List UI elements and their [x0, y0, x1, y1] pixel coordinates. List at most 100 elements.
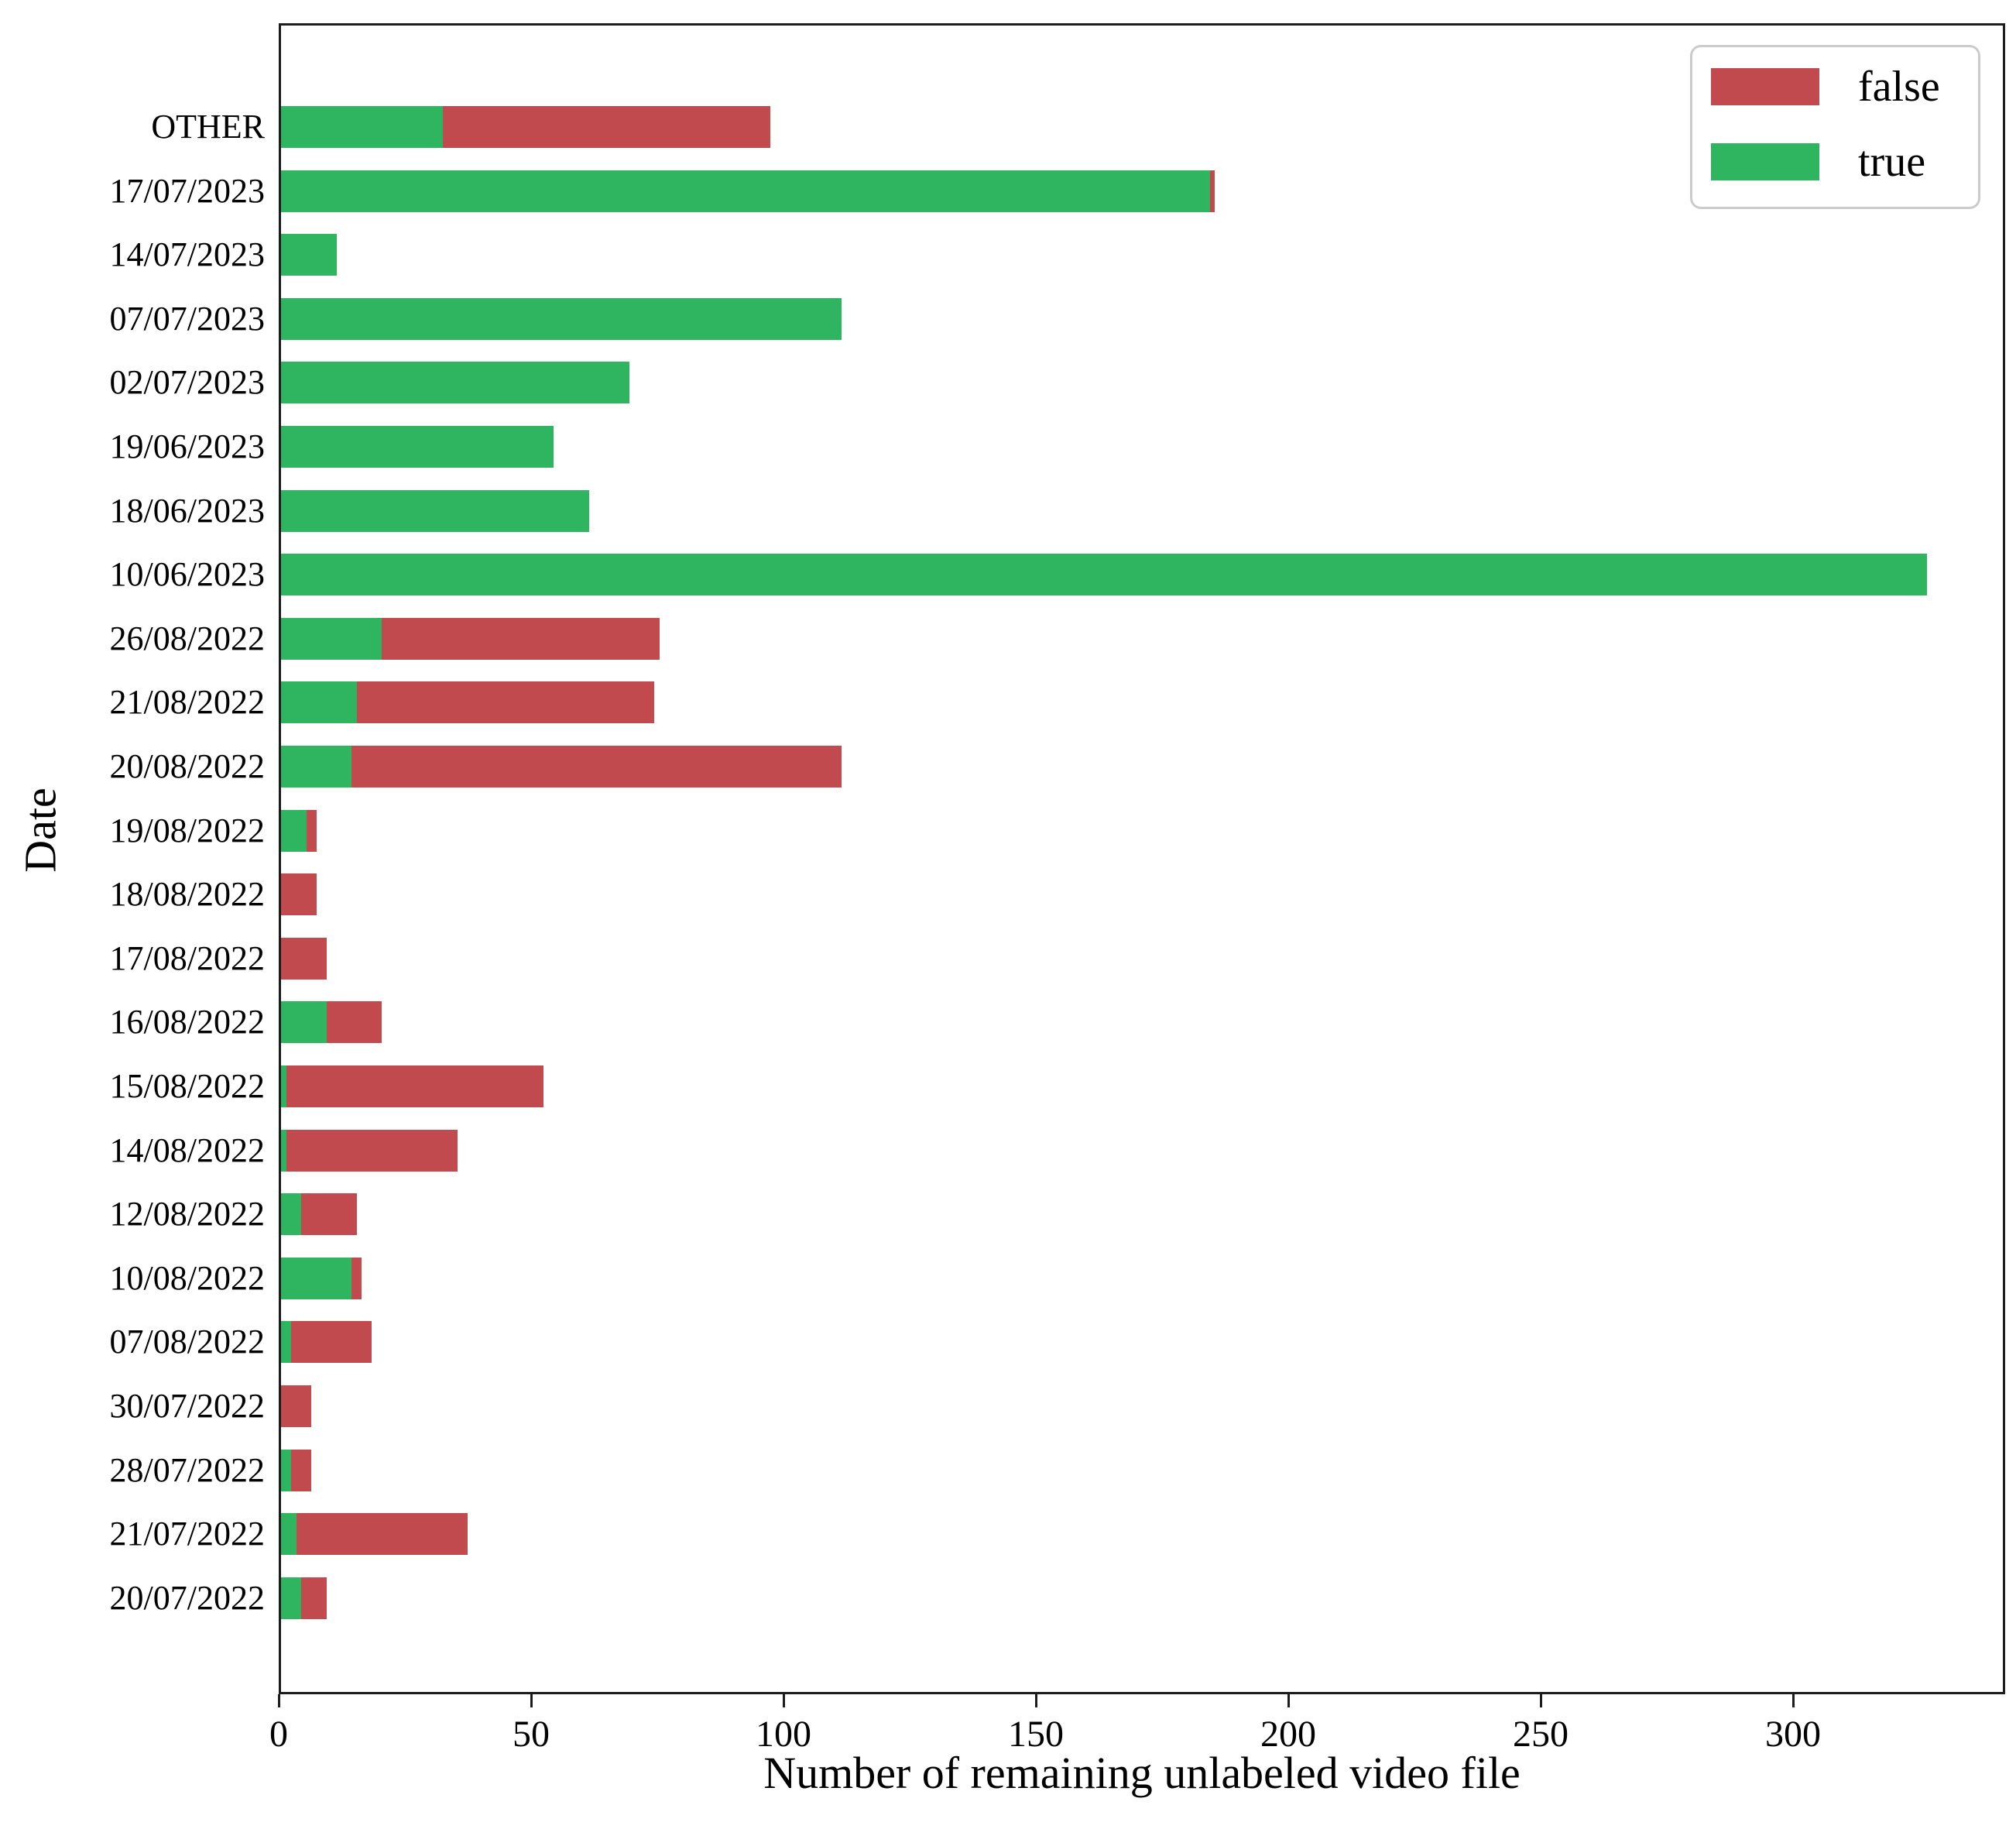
bar-segment-true	[281, 746, 352, 788]
y-tick-label: 07/07/2023	[109, 299, 265, 338]
bar-segment-false	[301, 1577, 327, 1619]
bar-segment-false	[356, 681, 655, 724]
y-axis-label: Date	[15, 788, 66, 873]
bar-segment-true	[281, 362, 629, 404]
x-axis-label: Number of remaining unlabeled video file	[763, 1748, 1521, 1798]
x-tick-label: 150	[1008, 1714, 1064, 1755]
y-tick-label: 28/07/2022	[109, 1450, 265, 1489]
bar-row	[281, 1577, 2003, 1619]
y-tick-label: 20/07/2022	[109, 1578, 265, 1617]
x-tick-mark	[1287, 1694, 1290, 1707]
bar-row	[281, 297, 2003, 340]
bar-segment-true	[281, 1449, 292, 1491]
bar-row	[281, 1449, 2003, 1491]
bar-segment-false	[382, 617, 660, 660]
bar-row	[281, 681, 2003, 724]
y-tick-label: 15/08/2022	[109, 1067, 265, 1105]
y-tick-label: 14/08/2022	[109, 1131, 265, 1169]
x-tick-mark	[278, 1694, 280, 1707]
bar-row	[281, 426, 2003, 468]
bar-segment-false	[291, 1449, 312, 1491]
y-tick-label: 17/08/2022	[109, 939, 265, 977]
bar-segment-false	[351, 1257, 362, 1299]
x-tick-label: 0	[269, 1714, 288, 1755]
bar-row	[281, 1193, 2003, 1236]
bar-segment-false	[281, 873, 317, 916]
bar-segment-true	[281, 170, 1210, 212]
bar-segment-true	[281, 1257, 352, 1299]
y-tick-label: 20/08/2022	[109, 747, 265, 785]
y-tick-label: 18/06/2023	[109, 491, 265, 530]
y-tick-label: 16/08/2022	[109, 1003, 265, 1041]
bar-row	[281, 1385, 2003, 1427]
bar-segment-false	[286, 1065, 544, 1107]
bar-row	[281, 1513, 2003, 1556]
bar-row	[281, 362, 2003, 404]
bar-segment-false	[291, 1321, 372, 1364]
x-tick-mark	[530, 1694, 533, 1707]
bar-row	[281, 746, 2003, 788]
bar-row	[281, 1129, 2003, 1172]
y-tick-label: 10/08/2022	[109, 1258, 265, 1297]
legend-item-true: true	[1711, 138, 1966, 186]
y-tick-label: 12/08/2022	[109, 1195, 265, 1234]
y-tick-label: 21/08/2022	[109, 683, 265, 722]
y-tick-label: 18/08/2022	[109, 875, 265, 914]
bar-segment-true	[281, 106, 443, 148]
y-tick-label: 10/06/2023	[109, 555, 265, 594]
bar-segment-true	[281, 1577, 302, 1619]
bar-segment-false	[442, 106, 771, 148]
bar-row	[281, 809, 2003, 852]
bar-row	[281, 617, 2003, 660]
bar-row	[281, 106, 2003, 148]
bar-segment-true	[281, 1193, 302, 1236]
legend-label-false: false	[1858, 63, 1940, 111]
bar-segment-false	[286, 1129, 458, 1172]
plot-area	[279, 23, 2005, 1694]
bar-segment-false	[351, 746, 842, 788]
bar-row	[281, 937, 2003, 980]
x-tick-label: 300	[1765, 1714, 1821, 1755]
y-tick-label: 21/07/2022	[109, 1515, 265, 1553]
legend-label-true: true	[1858, 138, 1926, 186]
x-tick-label: 200	[1260, 1714, 1316, 1755]
bar-segment-true	[281, 1001, 327, 1044]
legend: false true	[1690, 45, 1980, 209]
bar-segment-true	[281, 1065, 286, 1107]
bar-segment-true	[281, 554, 1927, 596]
bar-segment-true	[281, 234, 337, 276]
y-tick-label: 26/08/2022	[109, 619, 265, 657]
bar-row	[281, 234, 2003, 276]
bar-row	[281, 1001, 2003, 1044]
y-tick-label: 19/06/2023	[109, 427, 265, 465]
bar-segment-true	[281, 426, 554, 468]
x-tick-label: 100	[756, 1714, 811, 1755]
legend-item-false: false	[1711, 63, 1966, 111]
bar-segment-false	[326, 1001, 382, 1044]
bar-segment-true	[281, 681, 357, 724]
bar-segment-true	[281, 1513, 297, 1556]
bar-segment-true	[281, 1321, 292, 1364]
x-tick-mark	[1792, 1694, 1795, 1707]
bar-segment-false	[1209, 170, 1215, 212]
x-tick-label: 50	[513, 1714, 550, 1755]
x-tick-mark	[783, 1694, 785, 1707]
y-tick-label: 30/07/2022	[109, 1387, 265, 1425]
legend-swatch-false	[1711, 68, 1819, 105]
bar-row	[281, 1321, 2003, 1364]
y-tick-label: 17/07/2023	[109, 171, 265, 210]
bar-row	[281, 554, 2003, 596]
y-tick-label: OTHER	[151, 108, 265, 146]
bar-row	[281, 1065, 2003, 1107]
x-tick-label: 250	[1513, 1714, 1569, 1755]
bar-segment-false	[301, 1193, 357, 1236]
bar-segment-false	[281, 937, 327, 980]
x-tick-mark	[1540, 1694, 1542, 1707]
bar-row	[281, 873, 2003, 916]
bar-segment-false	[296, 1513, 468, 1556]
y-tick-label: 07/08/2022	[109, 1323, 265, 1361]
bar-segment-true	[281, 489, 589, 532]
y-tick-label: 19/08/2022	[109, 811, 265, 849]
y-tick-label: 02/07/2023	[109, 363, 265, 402]
